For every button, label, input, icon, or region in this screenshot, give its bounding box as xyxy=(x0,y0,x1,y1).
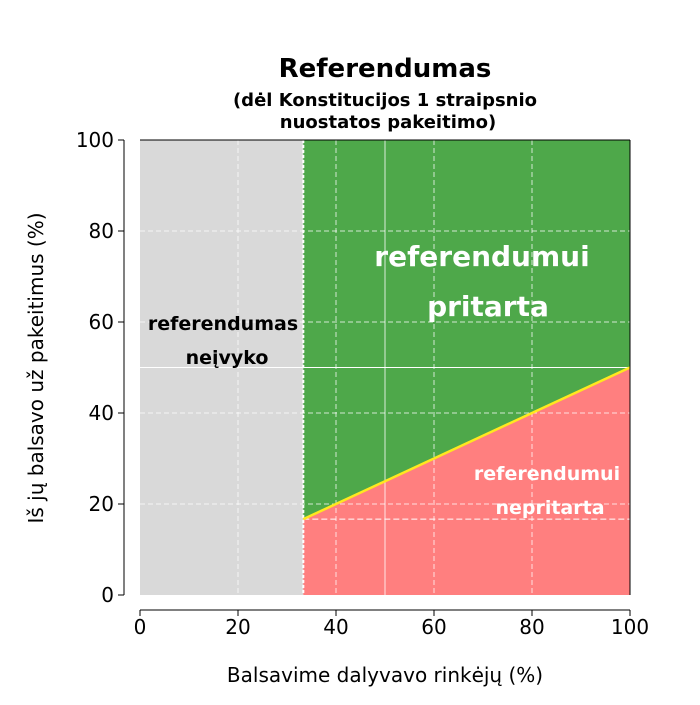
region-rejected-label-2: nepritarta xyxy=(495,497,604,519)
region-invalid-label-1: referendumas xyxy=(148,313,298,335)
region-approved-label-2: pritarta xyxy=(427,290,549,323)
region-rejected-label-1: referendumui xyxy=(474,463,620,485)
y-tick-label-3: 60 xyxy=(89,310,114,334)
x-tick-label-3: 60 xyxy=(421,615,446,639)
y-tick-label-0: 0 xyxy=(101,583,114,607)
x-tick-label-5: 100 xyxy=(611,615,649,639)
y-tick-label-2: 40 xyxy=(89,401,114,425)
approval-threshold-line xyxy=(302,366,631,521)
chart-subtitle-line-1: (dėl Konstitucijos 1 straipsnio xyxy=(233,90,537,111)
chart-title: Referendumas xyxy=(279,54,492,84)
plot-area: 0 20 40 60 80 100 0 20 40 60 80 100 referendumas neįv… xyxy=(76,128,649,639)
x-axis-label: Balsavime dalyvavo rinkėjų (%) xyxy=(227,663,543,687)
region-approved-label-1: referendumui xyxy=(374,240,589,273)
x-tick-label-2: 40 xyxy=(323,615,348,639)
y-tick-label-1: 20 xyxy=(89,492,114,516)
x-tick-label-0: 0 xyxy=(134,615,147,639)
y-tick-label-5: 100 xyxy=(76,128,114,152)
region-invalid-label-2: neįvyko xyxy=(186,347,269,369)
y-tick-label-4: 80 xyxy=(89,219,114,243)
y-axis-label: Iš jų balsavo už pakeitimus (%) xyxy=(24,212,48,523)
chart-subtitle-line-2: nuostatos pakeitimo) xyxy=(280,112,496,133)
x-tick-label-4: 80 xyxy=(519,615,544,639)
x-tick-label-1: 20 xyxy=(225,615,250,639)
